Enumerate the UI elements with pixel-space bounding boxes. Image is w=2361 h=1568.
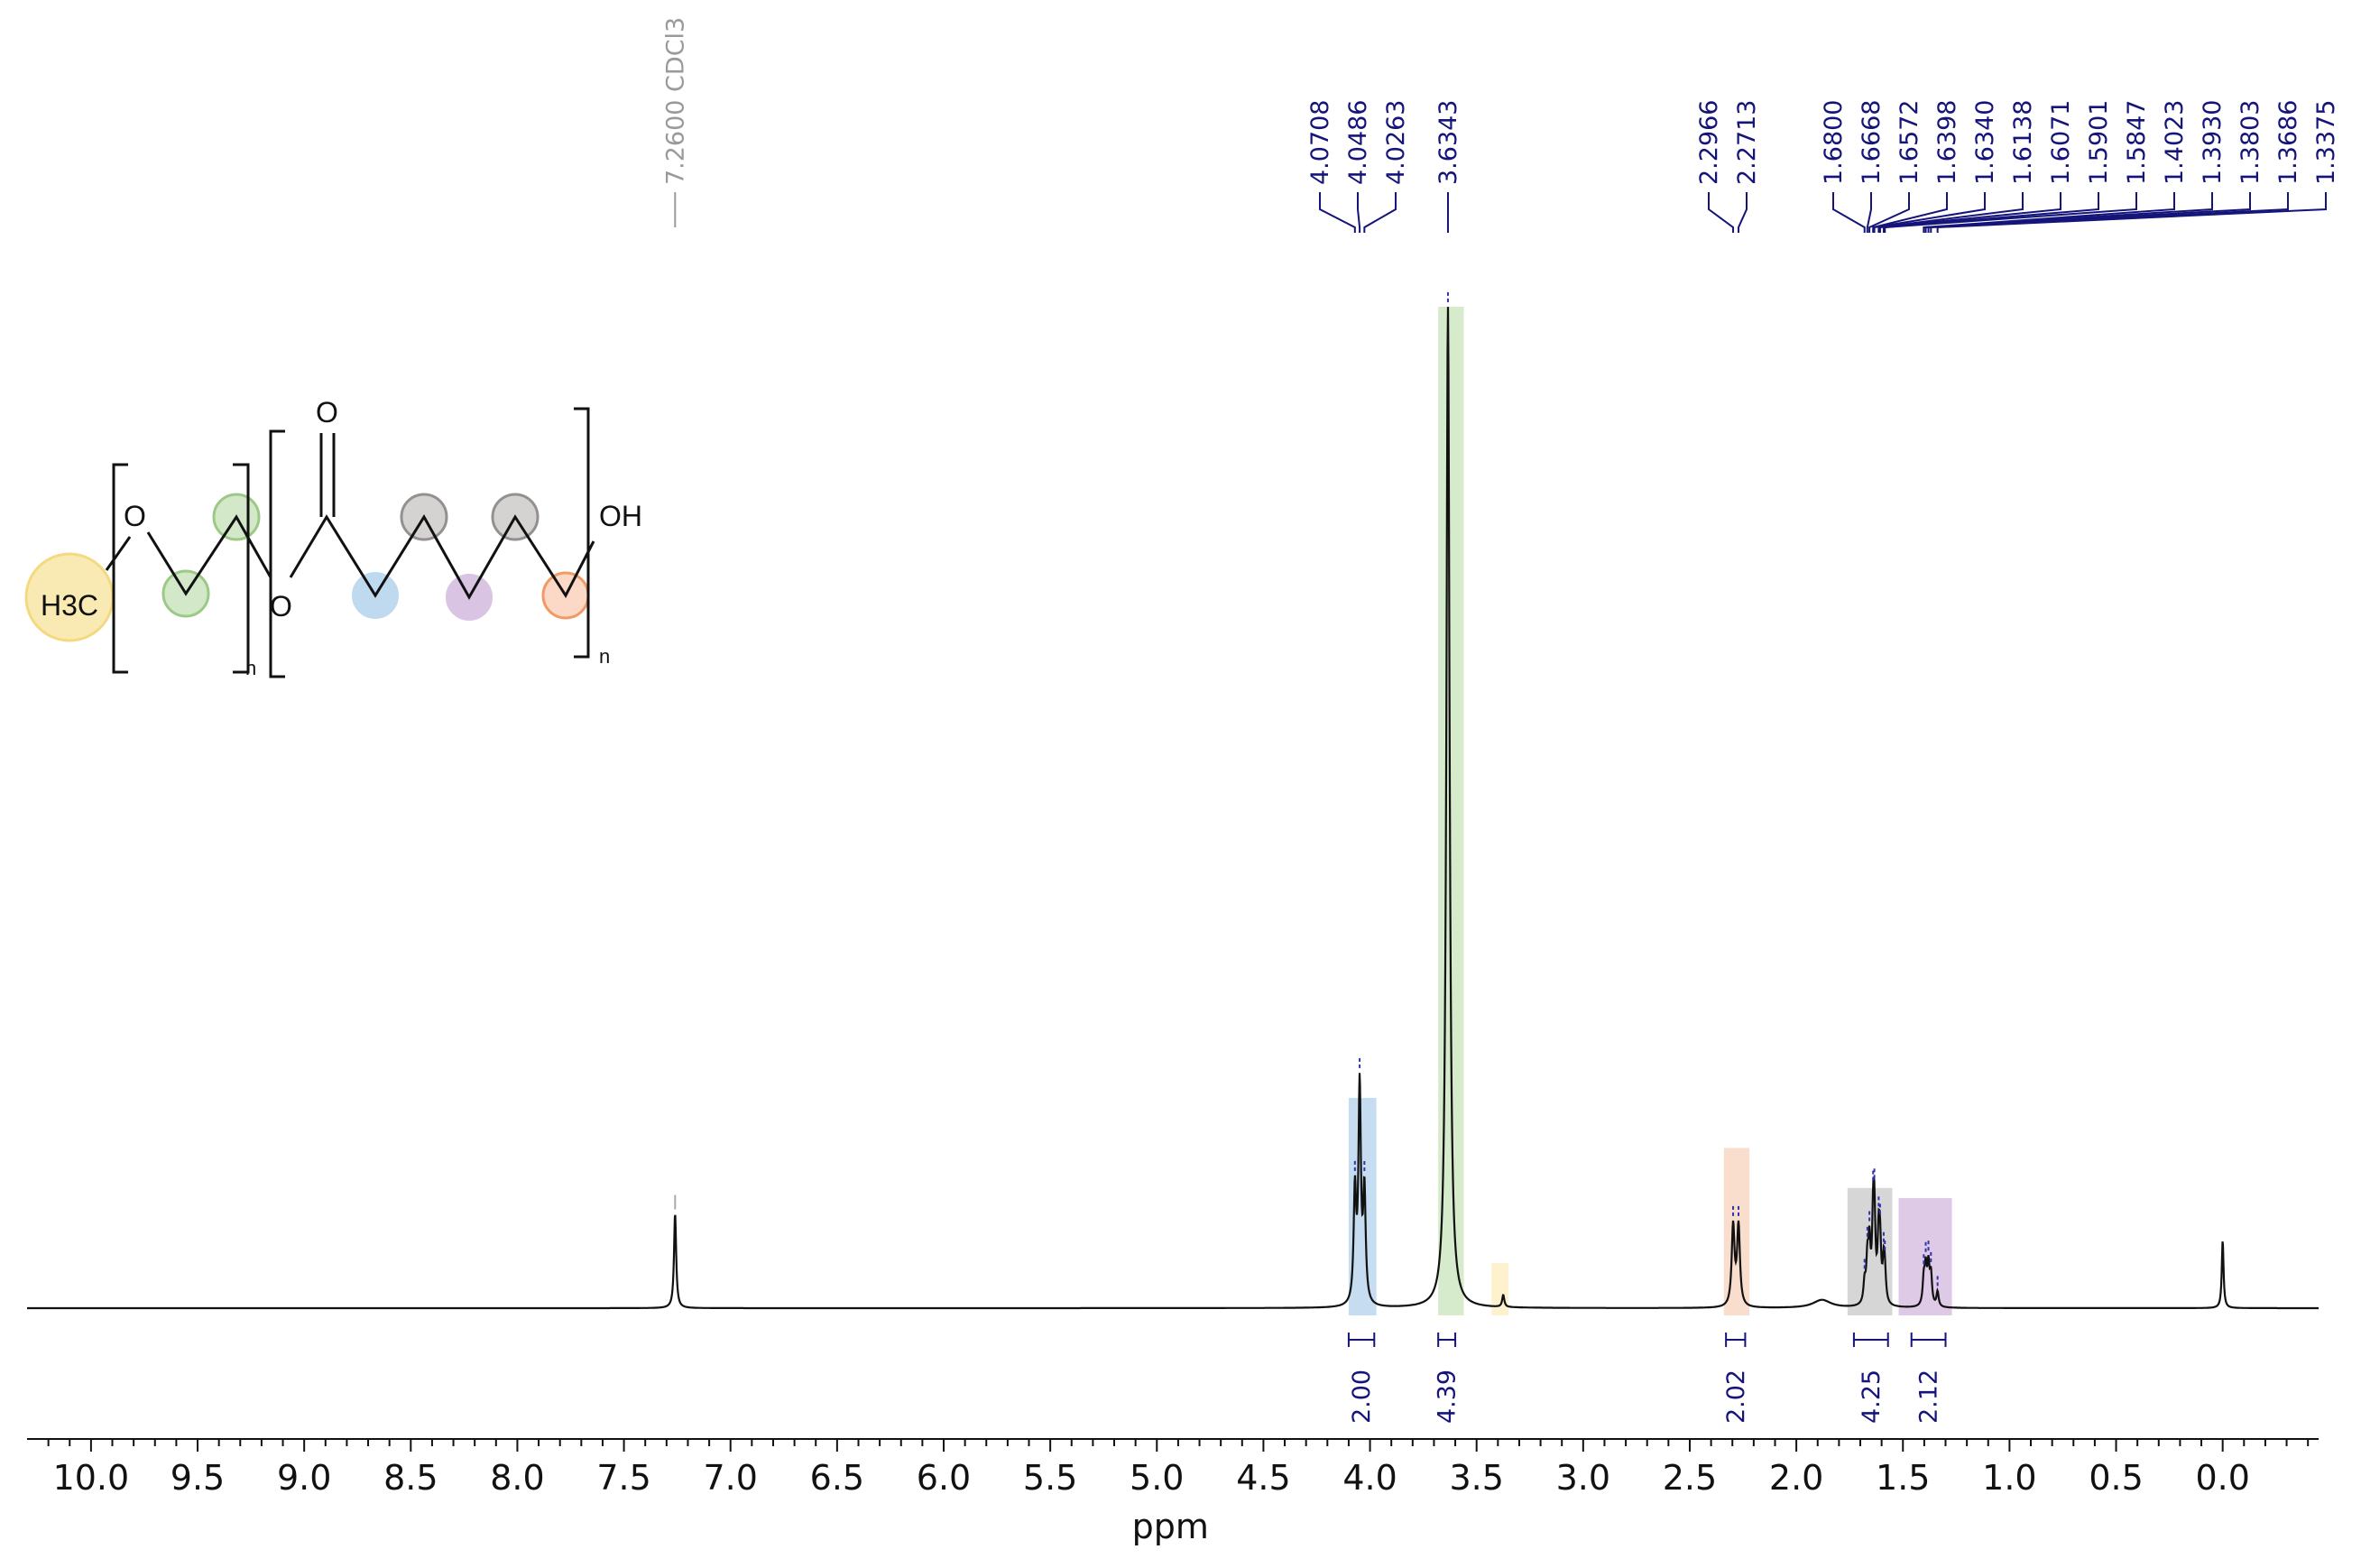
methyl-label: H3C: [41, 589, 98, 622]
x-tick-label-2: 9.0: [277, 1458, 331, 1498]
peak-label-6: 1.6800: [1820, 100, 1848, 185]
x-tick-label-19: 0.5: [2089, 1458, 2143, 1498]
x-tick-label-4: 8.0: [490, 1458, 544, 1498]
peak-leader-18: [1930, 192, 2289, 233]
ether-oxygen: O: [124, 500, 146, 532]
peak-markers: [674, 291, 1939, 1287]
integral-value-1: 4.39: [1434, 1370, 1462, 1424]
x-tick-label-16: 2.0: [1769, 1458, 1823, 1498]
peak-label-18: 1.3686: [2274, 100, 2302, 185]
peak-label-7: 1.6668: [1858, 100, 1886, 185]
peak-leader-17: [1927, 192, 2251, 233]
x-tick-label-0: 10.0: [53, 1458, 130, 1498]
x-tick-label-8: 6.0: [917, 1458, 971, 1498]
integral-bar-4: [1910, 1333, 1947, 1347]
chemical-structure: H3C O O O OH n n: [24, 396, 642, 679]
highlight-regions: [1348, 307, 1952, 1315]
x-tick-label-10: 5.0: [1130, 1458, 1184, 1498]
peak-leader-12: [1878, 192, 2061, 233]
peak-label-16: 1.3930: [2199, 100, 2227, 185]
x-tick-label-1: 9.5: [171, 1458, 225, 1498]
peak-leader-11: [1877, 192, 2024, 233]
ester-oxygen: O: [270, 590, 292, 623]
peak-label-5: 2.2713: [1733, 100, 1761, 185]
highlight-region-green: [1438, 307, 1464, 1315]
integrals: 2.00 4.39 2.02 4.25 2.12: [1347, 1333, 1947, 1424]
peak-leader-6: [1832, 192, 1866, 233]
peg-repeat-n: n: [245, 657, 256, 679]
integral-value-3: 4.25: [1858, 1370, 1886, 1424]
highlight-region-yellow: [1491, 1263, 1509, 1315]
spectrum-trace: [27, 307, 2319, 1310]
pcl-repeat-n: n: [599, 645, 610, 668]
integral-bar-0: [1347, 1333, 1376, 1347]
x-tick-label-15: 2.5: [1663, 1458, 1717, 1498]
integral-value-2: 2.02: [1722, 1370, 1750, 1424]
peak-leader-19: [1936, 192, 2327, 233]
peak-label-15: 1.4023: [2161, 100, 2189, 185]
peak-label-2: 4.0263: [1382, 100, 1410, 185]
peak-label-10: 1.6340: [1971, 100, 1999, 185]
peak-label-11: 1.6138: [2009, 100, 2037, 185]
peak-label-12: 1.6071: [2047, 100, 2075, 185]
x-tick-label-5: 7.5: [596, 1458, 650, 1498]
x-tick-label-17: 1.5: [1876, 1458, 1930, 1498]
peak-label-9: 1.6398: [1933, 100, 1961, 185]
peak-label-3: 3.6343: [1434, 100, 1462, 185]
peak-labels: 4.0708 4.0486 4.0263 3.6343 2.2966 2.2713 1.68…: [661, 17, 2340, 233]
x-tick-label-20: 0.0: [2195, 1458, 2249, 1498]
peak-leader-5: [1738, 192, 1748, 233]
peak-label-0: 4.0708: [1306, 100, 1334, 185]
x-tick-label-18: 1.0: [1982, 1458, 2036, 1498]
integral-value-4: 2.12: [1915, 1370, 1943, 1424]
carbonyl-oxygen: O: [316, 396, 338, 429]
peak-leader-7: [1866, 192, 1872, 233]
x-tick-label-11: 4.5: [1236, 1458, 1290, 1498]
peak-leader-0: [1319, 192, 1356, 233]
peak-label-17: 1.3803: [2236, 100, 2264, 185]
peak-label-8: 1.6572: [1895, 100, 1923, 185]
peak-label-4: 2.2966: [1695, 100, 1723, 185]
peak-leader-15: [1923, 192, 2175, 233]
x-tick-label-14: 3.0: [1556, 1458, 1610, 1498]
x-tick-label-6: 7.0: [704, 1458, 758, 1498]
x-axis: 10.0 9.5 9.0 8.5 8.0 7.5 7.0 6.5 6.0 5.5 5.0 4.5 4.0…: [27, 1438, 2319, 1498]
x-tick-label-7: 6.5: [810, 1458, 864, 1498]
peak-leader-2: [1363, 192, 1397, 233]
integral-bar-2: [1725, 1333, 1747, 1347]
peak-leader-4: [1708, 192, 1735, 233]
peak-leader-8: [1868, 192, 1910, 233]
highlight-region-orange: [1723, 1148, 1750, 1315]
x-tick-label-9: 5.5: [1023, 1458, 1077, 1498]
peak-leader-14: [1884, 192, 2137, 233]
peak-leader-13: [1882, 192, 2099, 233]
solvent-label: 7.2600 CDCl3: [661, 17, 689, 185]
integral-bar-1: [1437, 1333, 1457, 1347]
bond-lines: [105, 433, 595, 601]
peak-leader-9: [1872, 192, 1948, 233]
peak-label-1: 4.0486: [1344, 100, 1372, 185]
peak-leader-16: [1924, 192, 2213, 233]
peak-label-14: 1.5847: [2123, 100, 2151, 185]
integral-bar-3: [1852, 1333, 1889, 1347]
repeat-brackets: [112, 407, 590, 678]
x-tick-label-3: 8.5: [383, 1458, 438, 1498]
peak-label-19: 1.3375: [2312, 100, 2340, 185]
x-tick-label-13: 3.5: [1449, 1458, 1503, 1498]
integral-value-0: 2.00: [1348, 1370, 1376, 1424]
peak-leader-10: [1873, 192, 1986, 233]
peak-label-13: 1.5901: [2085, 100, 2113, 185]
hydroxyl-group: OH: [599, 500, 642, 532]
peak-leader-1: [1357, 192, 1361, 233]
x-axis-title: ppm: [1132, 1507, 1209, 1546]
x-tick-label-12: 4.0: [1342, 1458, 1397, 1498]
